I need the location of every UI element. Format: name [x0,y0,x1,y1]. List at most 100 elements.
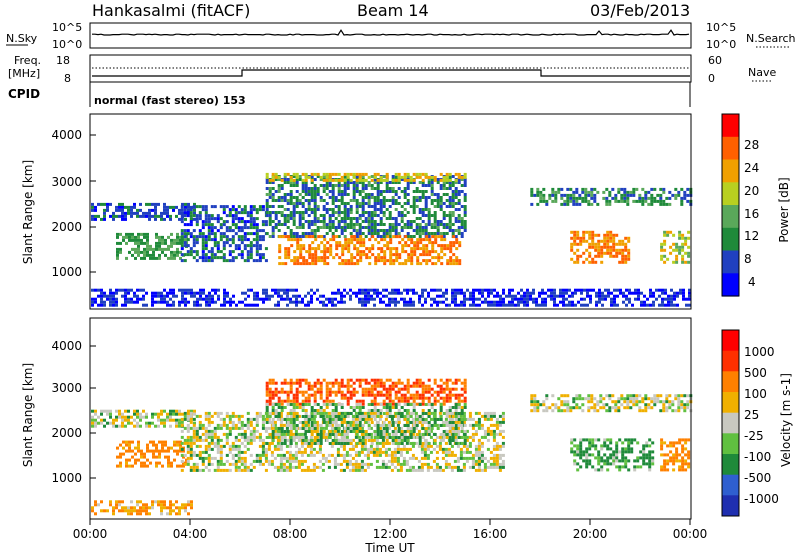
power-cell [137,235,140,239]
velocity-cell [234,426,238,430]
velocity-cell [345,450,349,454]
velocity-cell [298,402,302,406]
velocity-cell [207,435,211,439]
power-cell [422,247,426,251]
velocity-cell [255,411,259,415]
power-cell [142,303,145,307]
power-cell [344,259,348,263]
power-cell [605,199,609,203]
velocity-cell [340,396,344,400]
power-cell [204,205,208,209]
power-cell [398,262,402,266]
velocity-cell [447,465,451,469]
power-cell [627,251,631,255]
velocity-cell [292,421,296,424]
velocity-cell [186,414,190,418]
power-cell [451,181,455,184]
power-cell [407,259,411,263]
power-cell [451,294,454,298]
velocity-cell [385,378,389,382]
velocity-cell [261,417,265,421]
velocity-cell [237,420,241,424]
velocity-cell [355,390,359,394]
power-cell [413,247,417,251]
velocity-cell [207,411,211,415]
power-cell [478,288,481,292]
velocity-cell [228,432,232,436]
velocity-cell [328,421,332,424]
velocity-cell [498,447,502,451]
power-cell [91,297,94,301]
power-cell [371,235,375,239]
power-cell [364,220,368,223]
power-cell [410,262,414,266]
power-cell [334,291,337,295]
velocity-cell [297,462,301,466]
power-cell [377,259,381,263]
velocity-cell [292,381,296,385]
power-cell [579,242,583,246]
velocity-cell [375,450,379,454]
power-cell [307,226,311,229]
power-cell [469,294,472,298]
velocity-cell [264,447,268,451]
power-cell [283,208,287,211]
power-cell [460,217,464,220]
power-cell [228,238,232,242]
velocity-cell [294,465,298,469]
power-cell [573,233,577,237]
velocity-cell [498,462,502,466]
velocity-cell [445,387,449,391]
velocity-cell [471,456,475,460]
velocity-cell [483,435,487,439]
velocity-cell [180,423,184,427]
power-cell [183,211,187,215]
power-cell [164,238,167,242]
power-cell [640,291,643,295]
velocity-cell [460,387,464,391]
power-cell [103,291,106,295]
power-cell [551,199,555,203]
velocity-cell [298,378,302,382]
power-cell [499,303,502,307]
power-cell [460,205,464,208]
velocity-cell [136,424,139,428]
power-cell [584,199,588,203]
power-cell [139,202,142,206]
power-cell [103,214,106,218]
velocity-cell [228,468,232,472]
velocity-cell [277,430,281,433]
power-cell [388,199,392,202]
power-cell [454,190,458,193]
velocity-cell [387,432,391,436]
power-cell [585,239,589,243]
velocity-cell [306,468,310,472]
power-cell [109,300,112,304]
power-cell [597,242,601,246]
velocity-cell [438,441,442,445]
velocity-cell [121,412,124,416]
power-cell [277,205,281,208]
velocity-cell [268,402,272,406]
power-cell [106,294,109,298]
power-cell [169,205,172,209]
power-cell [299,262,303,266]
power-cell [382,211,386,214]
velocity-cell [465,450,469,454]
power-cell [490,291,493,295]
power-cell [112,294,115,298]
velocity-cell [346,390,350,394]
power-cell [340,178,344,182]
velocity-cell [331,399,335,403]
velocity-cell [394,390,398,394]
velocity-cell [268,393,272,397]
power-cell [211,300,214,304]
power-cell [385,178,389,182]
power-cell [358,181,362,184]
power-cell [568,300,571,304]
power-cell [169,297,172,301]
power-cell [231,205,235,209]
power-cell [131,238,134,242]
power-cell [385,181,389,184]
velocity-cell [145,415,148,419]
